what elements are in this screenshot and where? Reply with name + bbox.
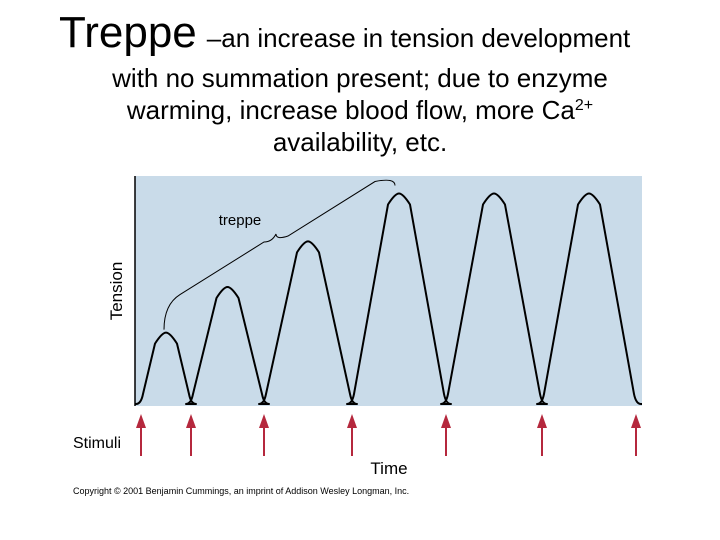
stimulus-arrow (631, 414, 641, 456)
heading-line-3-superscript: 2+ (574, 97, 594, 114)
copyright-text: Copyright © 2001 Benjamin Cummings, an i… (73, 486, 409, 496)
x-axis-label: Time (370, 459, 407, 478)
stimulus-arrow (186, 414, 196, 456)
stimulus-arrow (537, 414, 547, 456)
stimulus-arrow (441, 414, 451, 456)
heading-line-3-text: warming, increase blood flow, more Ca (126, 95, 575, 125)
stimuli-label: Stimuli (73, 435, 121, 452)
heading-line-2: with no summation present; due to enzyme (112, 63, 608, 93)
tension-line (135, 192, 642, 405)
stimulus-arrow (136, 414, 146, 456)
heading-line-4: availability, etc. (272, 127, 448, 157)
plot-area (135, 176, 642, 406)
heading-first-line: Treppe –an increase in tension developmen… (59, 8, 630, 58)
treppe-bracket (163, 179, 396, 330)
heading-definition: with no summation present; due to enzyme… (60, 62, 660, 158)
treppe-annotation: treppe (219, 212, 262, 229)
tension-series (135, 192, 642, 405)
stimulus-arrow (347, 414, 357, 456)
heading-line-3: warming, increase blood flow, more Ca2+ (60, 94, 660, 126)
stimulus-arrows (136, 414, 641, 456)
heading-definition-start: –an increase in tension development (206, 23, 631, 53)
y-axis-label: Tension (107, 262, 126, 321)
stimulus-arrow (259, 414, 269, 456)
heading-term: Treppe (59, 8, 197, 57)
